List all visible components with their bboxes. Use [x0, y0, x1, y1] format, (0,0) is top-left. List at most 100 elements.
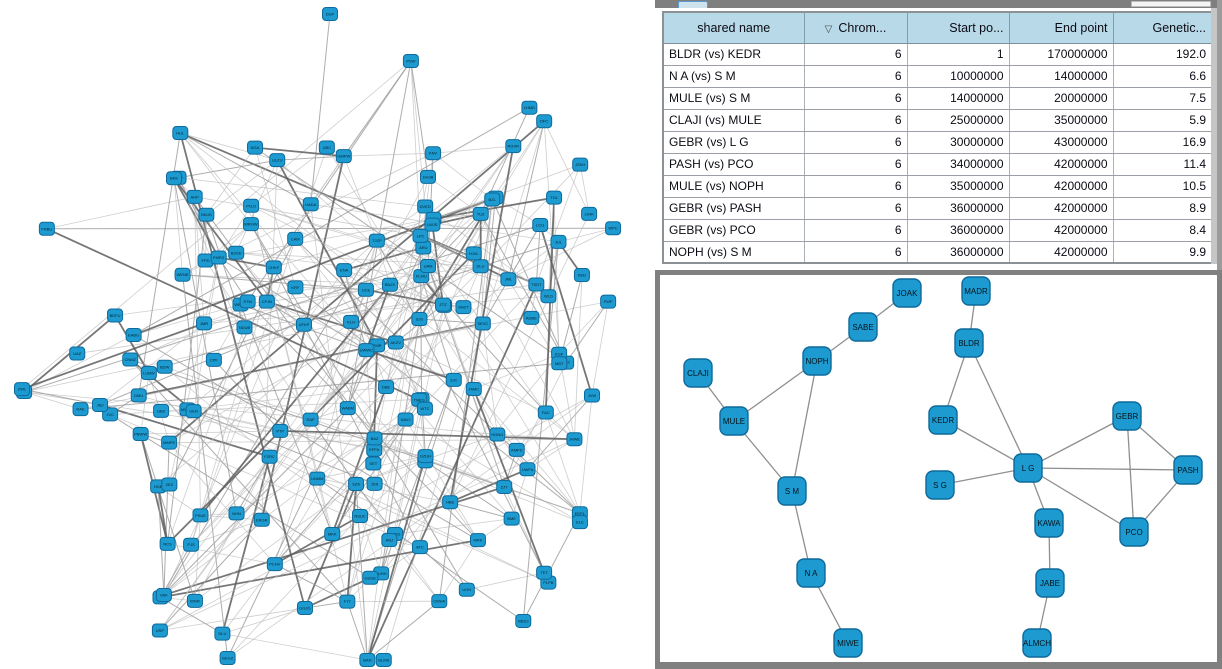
- network-node[interactable]: ZTZ: [435, 297, 452, 312]
- network-node[interactable]: BKE: [166, 171, 183, 186]
- network-node[interactable]: JJHK: [581, 206, 598, 221]
- network-node[interactable]: SEVC: [474, 316, 491, 331]
- network-node-jabe[interactable]: JABE: [1035, 568, 1065, 598]
- network-node[interactable]: ZEZ: [161, 477, 178, 492]
- column-header-start[interactable]: Start po...: [907, 12, 1010, 44]
- network-node-joak[interactable]: JOAK: [892, 278, 922, 308]
- network-node[interactable]: AKZV: [387, 335, 404, 350]
- filter-icon[interactable]: ▽: [824, 23, 833, 35]
- network-node[interactable]: SJS: [411, 312, 428, 327]
- network-node[interactable]: UBC: [318, 140, 335, 155]
- network-node[interactable]: CFJN: [258, 294, 275, 309]
- network-node[interactable]: JHWE: [566, 432, 583, 447]
- network-node[interactable]: PGJJ: [243, 198, 260, 213]
- network-node[interactable]: LCG: [532, 217, 549, 232]
- network-node-almch[interactable]: ALMCH: [1022, 628, 1052, 658]
- network-node[interactable]: DVED: [417, 199, 434, 214]
- network-edge-NOPH-SM[interactable]: [791, 360, 818, 492]
- panel-tab[interactable]: [678, 1, 708, 8]
- network-node[interactable]: MMPE: [161, 435, 178, 450]
- network-node[interactable]: UAM: [420, 259, 437, 274]
- network-node[interactable]: PSUE: [192, 508, 209, 523]
- column-header-chromosome[interactable]: ▽ Chrom...: [804, 12, 908, 44]
- network-node[interactable]: SET: [365, 456, 382, 471]
- network-node[interactable]: JNJ: [92, 397, 109, 412]
- network-node[interactable]: TET: [536, 565, 553, 580]
- network-node[interactable]: DFC: [536, 114, 553, 129]
- network-node-pco[interactable]: PCO: [1119, 517, 1149, 547]
- network-node[interactable]: BDFU: [107, 308, 124, 323]
- network-edge-BLDR-LG[interactable]: [968, 342, 1029, 469]
- network-node[interactable]: HBE: [442, 495, 459, 510]
- network-node[interactable]: BJGD: [228, 245, 245, 260]
- network-node[interactable]: DLU: [472, 259, 489, 274]
- network-node[interactable]: HGNG: [489, 427, 506, 442]
- network-node[interactable]: NGA: [247, 140, 264, 155]
- network-node[interactable]: JUL: [550, 234, 567, 249]
- network-node[interactable]: UNMM: [309, 471, 326, 486]
- network-node[interactable]: ARU: [415, 240, 432, 255]
- network-node[interactable]: WPC: [605, 221, 622, 236]
- table-row[interactable]: GEBR (vs) L G 6 30000000 43000000 16.9: [663, 131, 1213, 154]
- network-node-sg[interactable]: S G: [925, 470, 955, 500]
- network-node[interactable]: NDUB: [236, 320, 253, 335]
- network-node[interactable]: UWFA: [519, 462, 536, 477]
- network-node[interactable]: RAE: [72, 402, 89, 417]
- network-node[interactable]: UAZ: [69, 346, 86, 361]
- table-row[interactable]: CLAJI (vs) MULE 6 25000000 35000000 5.9: [663, 109, 1213, 132]
- network-node[interactable]: JML: [500, 272, 517, 287]
- network-node[interactable]: ATC: [411, 540, 428, 555]
- network-node[interactable]: LHMD: [521, 100, 538, 115]
- network-node[interactable]: VAK: [155, 588, 172, 603]
- network-node[interactable]: BZL: [484, 192, 501, 207]
- network-node[interactable]: MKK: [324, 527, 341, 542]
- network-node[interactable]: ERGR: [253, 512, 270, 527]
- network-node[interactable]: UWWC: [358, 343, 375, 358]
- network-node[interactable]: AHP: [186, 189, 203, 204]
- network-node[interactable]: BAN: [359, 653, 376, 667]
- network-node[interactable]: UCE: [357, 282, 374, 297]
- network-node[interactable]: NHN: [228, 506, 245, 521]
- network-node[interactable]: ZJC: [445, 372, 462, 387]
- network-node[interactable]: RCS: [159, 536, 176, 551]
- network-node[interactable]: WRGW: [242, 217, 259, 232]
- network-node[interactable]: LUBW: [140, 365, 157, 380]
- network-node[interactable]: FMFG: [210, 250, 227, 265]
- large-network-view[interactable]: DUPMMPEMWPBJSSSETFACMKKDFCDDSBDFUNSUCTUZ…: [0, 0, 655, 669]
- table-row[interactable]: N A (vs) S M 6 10000000 14000000 6.6: [663, 65, 1213, 88]
- network-node[interactable]: ADBE: [523, 310, 540, 325]
- network-node[interactable]: FAC: [537, 405, 554, 420]
- network-node[interactable]: BDW: [156, 359, 173, 374]
- network-node-sm[interactable]: S M: [777, 476, 807, 506]
- network-node[interactable]: PSW: [402, 53, 419, 68]
- table-row[interactable]: GEBR (vs) PASH 6 36000000 42000000 8.9: [663, 197, 1213, 220]
- network-node[interactable]: TSDT: [528, 277, 545, 292]
- network-node[interactable]: GMPW: [335, 149, 352, 164]
- network-node[interactable]: NSUC: [352, 508, 369, 523]
- network-node[interactable]: WNR: [186, 593, 203, 608]
- network-node[interactable]: UFKP: [295, 317, 312, 332]
- network-node[interactable]: JZDH: [572, 157, 589, 172]
- network-node[interactable]: STM: [239, 294, 256, 309]
- network-node[interactable]: ANJ: [381, 533, 398, 548]
- large-network-canvas[interactable]: DUPMMPEMWPBJSSSETFACMKKDFCDDSBDFUNSUCTUZ…: [0, 0, 655, 669]
- filtered-network-canvas[interactable]: JOAK MADR SABE BLDR NOPH CLAJI GEBR KEDR MULE L G…: [660, 275, 1217, 662]
- network-node[interactable]: FRBU: [38, 221, 55, 236]
- network-node[interactable]: EFFA: [366, 442, 383, 457]
- network-node[interactable]: CAM: [287, 231, 304, 246]
- network-node[interactable]: CNMZ: [122, 352, 139, 367]
- network-node[interactable]: ULZU: [269, 153, 286, 168]
- network-node[interactable]: WABM: [339, 401, 356, 416]
- network-node-pash[interactable]: PASH: [1173, 455, 1203, 485]
- table-row[interactable]: GEBR (vs) PCO 6 36000000 42000000 8.4: [663, 219, 1213, 242]
- network-node[interactable]: ZJT: [496, 479, 513, 494]
- network-node-madr[interactable]: MADR: [961, 276, 991, 306]
- network-node[interactable]: RGVR: [505, 139, 522, 154]
- network-node[interactable]: BME: [503, 511, 520, 526]
- network-node[interactable]: GEGZ: [219, 651, 236, 666]
- column-header-genetic[interactable]: Genetic...: [1113, 12, 1213, 44]
- table-row[interactable]: MULE (vs) S M 6 14000000 20000000 7.5: [663, 87, 1213, 110]
- network-node-bldr[interactable]: BLDR: [954, 328, 984, 358]
- network-node[interactable]: DZUH: [417, 449, 434, 464]
- network-node[interactable]: JMR: [196, 316, 213, 331]
